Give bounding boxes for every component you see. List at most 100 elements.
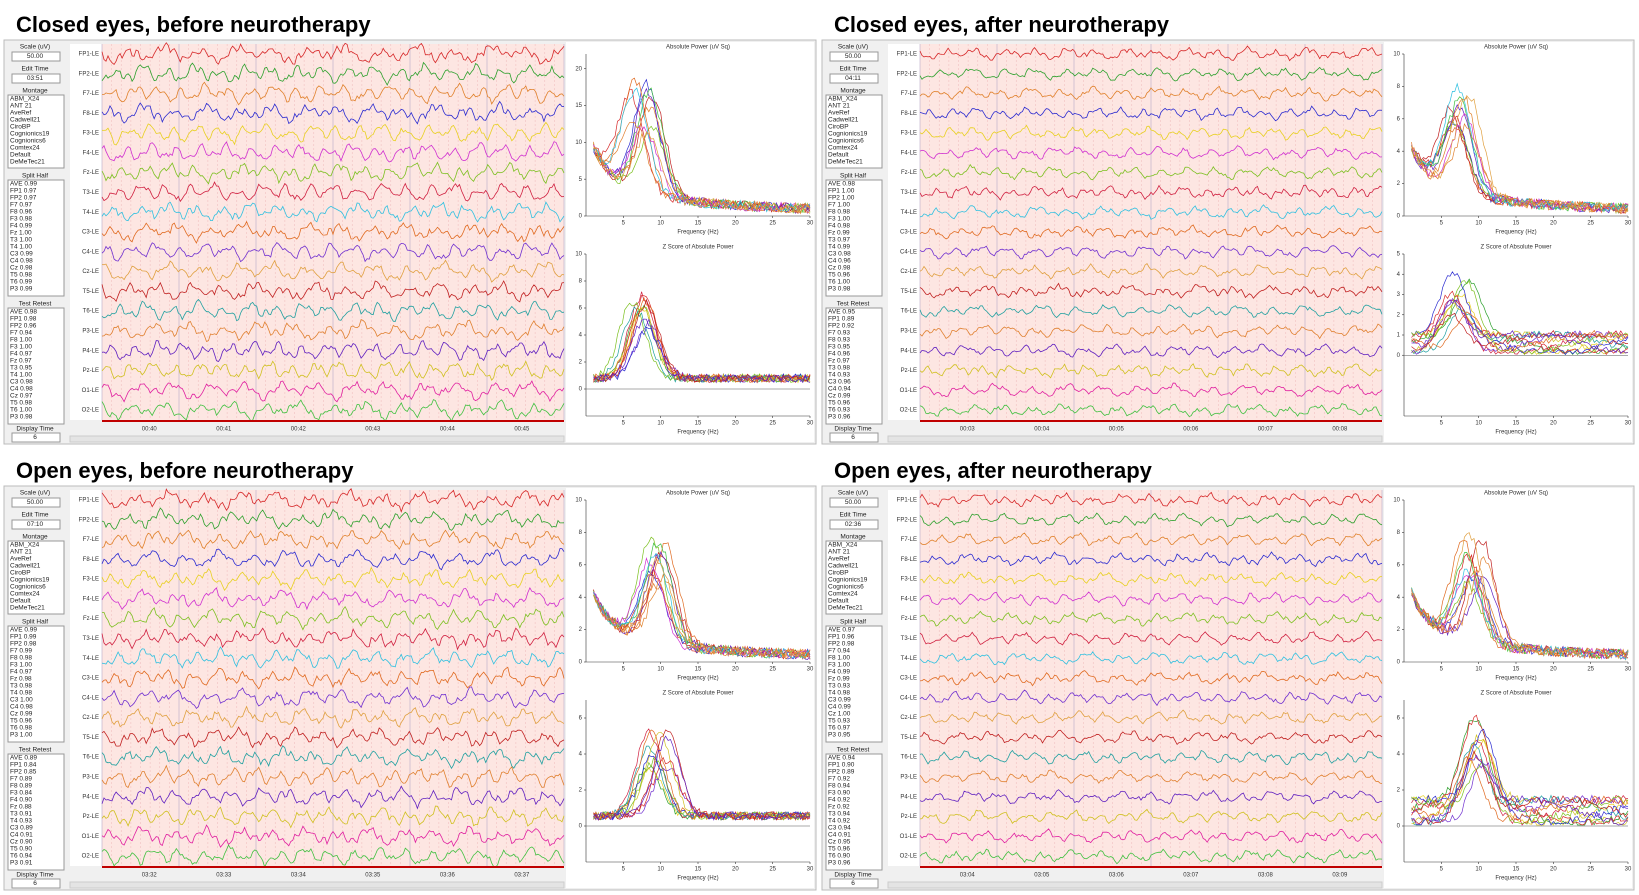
eeg-trace [919, 66, 1383, 82]
test-retest-item: T5 0.96 [828, 846, 850, 853]
test-retest-item: AVE 0.95 [828, 309, 855, 316]
test-retest-item: F7 0.94 [10, 330, 32, 337]
eeg-trace [101, 161, 565, 185]
time-axis-bar [920, 866, 1382, 868]
time-label: 03:35 [365, 873, 381, 879]
spectrum-curve [1411, 714, 1629, 826]
y-tick-label: 0 [579, 214, 583, 220]
y-tick-label: 0 [579, 824, 583, 830]
scale-value: 50.00 [27, 499, 44, 506]
eeg-trace [919, 245, 1383, 260]
time-label: 00:05 [1109, 427, 1125, 433]
spectrum-curve [1411, 754, 1629, 826]
split-half-item: C3 0.99 [828, 697, 851, 704]
chart-title: Z Score of Absolute Power [1480, 245, 1551, 251]
test-retest-item: FP2 0.92 [828, 323, 855, 330]
x-tick-label: 15 [695, 421, 702, 427]
x-tick-label: 20 [732, 867, 739, 873]
montage-item: Default [828, 598, 849, 605]
spectrum-curve [1411, 556, 1629, 659]
split-half-item: T6 1.00 [828, 279, 850, 286]
eeg-trace [101, 646, 565, 669]
eeg-trace [919, 828, 1383, 844]
montage-item: Cadwell21 [828, 563, 859, 570]
channel-label: Cz-LE [900, 715, 917, 721]
channel-label: T5-LE [83, 735, 99, 741]
chart-bg [1384, 688, 1632, 888]
display-time-value: 6 [851, 434, 855, 441]
split-half-item: T4 0.99 [828, 244, 850, 251]
split-half-label: Split Half [840, 619, 866, 626]
eeg-trace [919, 689, 1383, 707]
x-tick-label: 10 [657, 421, 664, 427]
channel-label: Cz-LE [82, 269, 99, 275]
test-retest-item: C3 0.96 [828, 379, 851, 386]
chart-title: Z Score of Absolute Power [662, 691, 733, 697]
channel-label: Fz-LE [901, 616, 917, 622]
x-axis-label: Frequency (Hz) [677, 230, 718, 236]
x-tick-label: 5 [1440, 221, 1444, 227]
time-label: 03:33 [216, 873, 232, 879]
test-retest-item: AVE 0.98 [10, 309, 37, 316]
channel-label: O2-LE [82, 854, 99, 860]
channel-label: FP1-LE [79, 497, 99, 503]
x-tick-label: 30 [807, 221, 814, 227]
eeg-trace [919, 124, 1383, 141]
test-retest-item: Fz 0.97 [10, 358, 32, 365]
channel-label: F3-LE [83, 131, 99, 137]
spectrum-curve [1411, 733, 1629, 826]
x-tick-label: 15 [695, 867, 702, 873]
split-half-item: AVE 0.98 [828, 181, 855, 188]
test-retest-item: FP1 0.98 [10, 316, 37, 323]
eeg-trace [101, 61, 565, 86]
test-retest-item: F3 1.00 [10, 344, 32, 351]
test-retest-item: P3 0.91 [10, 860, 33, 867]
split-half-item: FP1 1.00 [828, 188, 855, 195]
chart-title: Absolute Power (uV Sq) [666, 45, 730, 51]
chart-title: Z Score of Absolute Power [662, 245, 733, 251]
channel-label: Cz-LE [900, 269, 917, 275]
split-half-item: C3 0.98 [828, 251, 851, 258]
montage-item: Cognionics19 [828, 131, 868, 138]
split-half-item: AVE 0.99 [10, 181, 37, 188]
y-tick-label: 2 [1397, 181, 1401, 187]
test-retest-item: T4 0.93 [10, 818, 32, 825]
panel: Open eyes, after neurotherapy Scale (uV) 5… [821, 458, 1635, 891]
eeg-trace [101, 627, 565, 651]
y-tick-label: 8 [579, 530, 583, 536]
test-retest-item: F3 0.90 [828, 790, 850, 797]
x-tick-label: 10 [657, 667, 664, 673]
y-tick-label: 10 [575, 498, 582, 504]
y-tick-label: 0 [1397, 824, 1401, 830]
test-retest-item: Fz 0.92 [828, 804, 850, 811]
edit-time-value: 02:36 [845, 521, 862, 528]
scrollbar [887, 435, 1383, 443]
split-half-label: Split Half [22, 619, 48, 626]
x-tick-label: 15 [1513, 221, 1520, 227]
montage-item: DeMeTec21 [828, 159, 863, 166]
x-axis-label: Frequency (Hz) [677, 876, 718, 882]
spectrum-curve [593, 304, 811, 383]
chart-title: Z Score of Absolute Power [1480, 691, 1551, 697]
eeg-trace [101, 259, 565, 283]
split-half-item: T4 0.98 [10, 690, 32, 697]
eeg-trace [919, 789, 1383, 805]
test-retest-item: F7 0.92 [828, 776, 850, 783]
channel-label: O1-LE [900, 388, 917, 394]
y-tick-label: 4 [1397, 149, 1401, 155]
eeg-trace [101, 705, 565, 729]
test-retest-item: C3 0.98 [10, 379, 33, 386]
x-tick-label: 25 [769, 867, 776, 873]
montage-item: DeMeTec21 [10, 159, 45, 166]
split-half-item: FP1 0.99 [10, 634, 37, 641]
test-retest-item: FP2 0.89 [828, 769, 855, 776]
channel-label: T3-LE [83, 636, 99, 642]
split-half-item: P3 0.95 [828, 732, 851, 739]
montage-item: Cadwell21 [10, 117, 41, 124]
split-half-item: F3 1.00 [828, 662, 850, 669]
x-tick-label: 20 [1550, 221, 1557, 227]
time-label: 00:42 [291, 427, 307, 433]
split-half-item: T5 0.96 [10, 718, 32, 725]
chart-title: Absolute Power (uV Sq) [1484, 45, 1548, 51]
time-label: 03:09 [1332, 873, 1348, 879]
